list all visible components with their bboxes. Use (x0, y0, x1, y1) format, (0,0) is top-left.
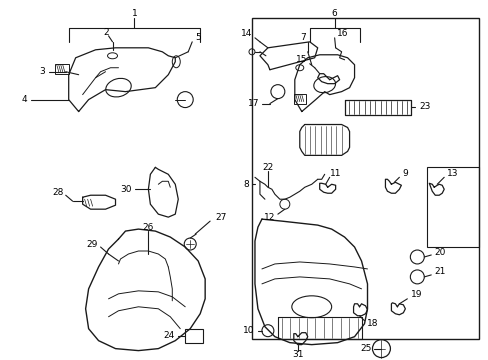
Text: 20: 20 (433, 248, 445, 257)
Text: 23: 23 (418, 102, 430, 111)
Text: 6: 6 (331, 9, 337, 18)
Text: 28: 28 (52, 188, 63, 197)
Text: 8: 8 (243, 180, 248, 189)
Bar (293, 94, 305, 104)
Text: 30: 30 (120, 185, 131, 194)
Bar (427, 167, 478, 247)
Text: 1: 1 (131, 9, 137, 18)
Text: 22: 22 (262, 163, 273, 172)
Text: 26: 26 (142, 222, 154, 231)
Text: 27: 27 (215, 213, 226, 222)
Text: 13: 13 (447, 169, 458, 178)
Bar (55, 64, 68, 74)
Text: 17: 17 (248, 99, 260, 108)
Text: 19: 19 (410, 290, 422, 299)
Text: 31: 31 (291, 350, 303, 359)
Text: 25: 25 (359, 344, 371, 353)
Text: 21: 21 (433, 267, 445, 276)
Text: 16: 16 (336, 30, 347, 39)
Text: 29: 29 (86, 239, 98, 248)
Text: 24: 24 (163, 331, 174, 340)
Text: 15: 15 (296, 55, 307, 64)
Text: 2: 2 (103, 28, 109, 37)
Text: 3: 3 (39, 67, 45, 76)
Bar (251, 18, 478, 339)
Text: 18: 18 (366, 319, 377, 328)
Text: 5: 5 (195, 33, 201, 42)
Text: 7: 7 (300, 33, 305, 42)
Text: 9: 9 (402, 169, 407, 178)
Text: 10: 10 (242, 326, 253, 335)
Text: 4: 4 (21, 95, 27, 104)
Text: 11: 11 (329, 169, 341, 178)
Bar (185, 329, 203, 343)
Text: 12: 12 (263, 213, 274, 222)
Text: 14: 14 (240, 30, 251, 39)
